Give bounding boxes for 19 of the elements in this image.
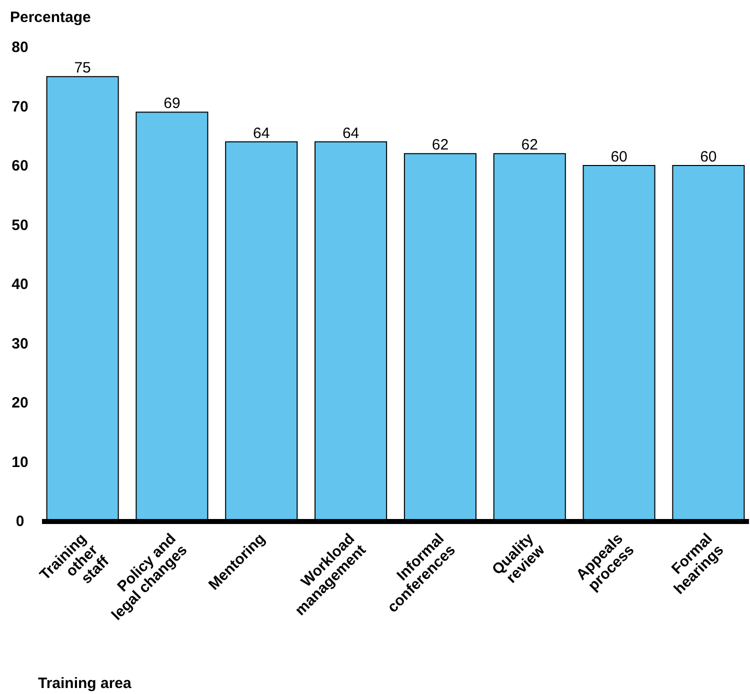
data-label: 62 xyxy=(432,136,449,154)
y-tick-label: 60 xyxy=(12,158,28,174)
y-tick-label: 10 xyxy=(12,454,28,471)
y-axis-title: Percentage xyxy=(10,9,91,26)
y-tick-label: 70 xyxy=(12,98,28,116)
y-tick-label: 20 xyxy=(12,394,28,412)
data-label: 62 xyxy=(521,136,538,154)
data-label: 64 xyxy=(253,124,270,142)
data-label: 60 xyxy=(610,148,628,166)
y-tick-label: 30 xyxy=(12,335,28,352)
y-tick-label: 0 xyxy=(16,513,24,530)
data-label: 64 xyxy=(342,124,360,142)
y-tick-label: 40 xyxy=(12,276,28,293)
y-tick-label: 50 xyxy=(12,216,28,234)
x-axis-title: Training area xyxy=(38,675,132,692)
y-tick-label: 80 xyxy=(12,39,28,56)
data-label: 60 xyxy=(700,148,717,166)
data-label: 69 xyxy=(164,95,180,112)
data-label: 75 xyxy=(74,60,91,77)
